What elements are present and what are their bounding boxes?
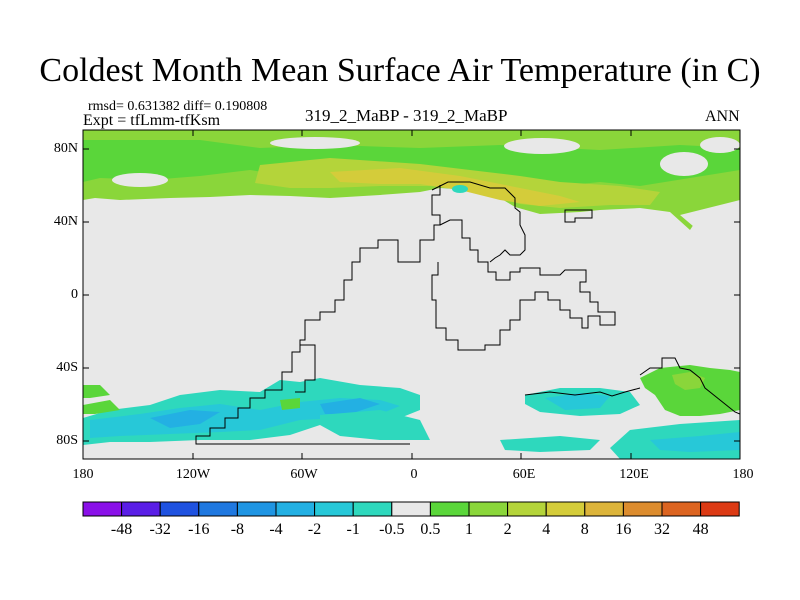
chart-title: Coldest Month Mean Surface Air Temperatu…: [39, 52, 761, 89]
south-pacific-blue: [320, 398, 380, 414]
south-bottom-band: [500, 436, 600, 452]
colorbar-swatch: [82, 501, 123, 517]
colorbar-swatch: [314, 501, 354, 517]
stats-line: rmsd= 0.631382 diff= 0.190808: [88, 99, 268, 114]
coastline-australia: [639, 357, 740, 415]
colorbar-swatch: [429, 501, 470, 517]
colorbar-swatch: [198, 501, 238, 517]
colorbar-label: 32: [654, 521, 670, 538]
x-tick-label: 120W: [175, 467, 211, 482]
x-tick-label: 180: [732, 467, 754, 482]
colorbar-swatch: [545, 501, 586, 517]
south-indian-cyan: [545, 393, 610, 410]
south-green-patch: [83, 400, 120, 414]
colorbar-label: -4: [269, 521, 283, 538]
south-green-patch: [83, 385, 110, 398]
center-subtitle: 319_2_MaBP - 319_2_MaBP: [305, 106, 508, 125]
north-neutral-hole: [112, 173, 168, 187]
y-tick-label: 0: [71, 287, 78, 302]
y-tick-label: 40S: [56, 360, 78, 375]
colorbar-swatch: [159, 501, 200, 517]
colorbar-label: -8: [230, 521, 245, 538]
colorbar: [82, 501, 740, 517]
southeast-green-region: [640, 365, 740, 416]
south-bottom-cyan: [650, 432, 740, 452]
y-tick-label: 80S: [56, 433, 78, 448]
north-neutral-hole: [504, 138, 580, 154]
colorbar-label: 2: [503, 521, 512, 538]
colorbar-label: 4: [542, 521, 551, 538]
y-tick-label: 80N: [53, 141, 78, 156]
south-atlantic-region: [320, 410, 430, 440]
y-tick-label: 40N: [53, 214, 78, 229]
x-tick-label: 60E: [512, 467, 536, 482]
south-pacific-blue: [150, 410, 220, 428]
coastline-africa: [431, 219, 616, 351]
southeast-yellow-region: [672, 372, 705, 390]
north-neutral-hole: [700, 137, 740, 153]
north-neutral-hole: [660, 152, 708, 176]
south-green-patch: [280, 398, 300, 410]
colorbar-label: 16: [615, 521, 632, 538]
colorbar-label: -2: [307, 521, 322, 538]
x-tick-label: 0: [410, 467, 418, 482]
colorbar-swatch: [391, 501, 431, 517]
colorbar-label: -48: [110, 521, 133, 538]
colorbar-swatch: [121, 501, 161, 517]
season-label: ANN: [705, 108, 740, 125]
colorbar-swatch: [468, 501, 509, 517]
colorbar-swatch: [275, 501, 316, 517]
colorbar-swatch: [661, 501, 702, 517]
x-tick-label: 180: [72, 467, 94, 482]
colorbar-swatch: [700, 501, 740, 517]
colorbar-label: 1: [465, 521, 473, 538]
north-neutral-hole: [270, 137, 360, 149]
coastline-south-pacific: [295, 344, 316, 393]
temperature-field: [83, 130, 740, 459]
experiment-line: Expt = tfLmm-tfKsm: [83, 112, 221, 129]
colorbar-swatch: [236, 501, 277, 517]
colorbar-label: -1: [346, 521, 360, 538]
axis-ticks: [83, 130, 740, 459]
coastline-asia: [564, 209, 593, 223]
colorbar-label: -32: [149, 521, 171, 538]
colorbar-swatch: [352, 501, 393, 517]
coastline-south-america: [524, 387, 641, 397]
colorbar-label: -16: [188, 521, 210, 538]
colorbar-label: -0.5: [379, 521, 405, 538]
colorbar-swatch: [507, 501, 547, 517]
x-tick-label: 120E: [619, 467, 649, 482]
colorbar-swatch: [584, 501, 624, 517]
coastline-arctic: [431, 181, 526, 263]
colorbar-label: 0.5: [420, 521, 441, 538]
coastline-north-africa-eurasia: [195, 185, 441, 445]
cyan-spot: [452, 185, 468, 193]
colorbar-label: 8: [580, 521, 589, 538]
north-neutral-hole: [680, 200, 740, 235]
coastlines: [195, 181, 740, 445]
colorbar-swatch: [622, 501, 663, 517]
x-tick-label: 60W: [290, 467, 318, 482]
colorbar-label: 48: [692, 521, 709, 538]
